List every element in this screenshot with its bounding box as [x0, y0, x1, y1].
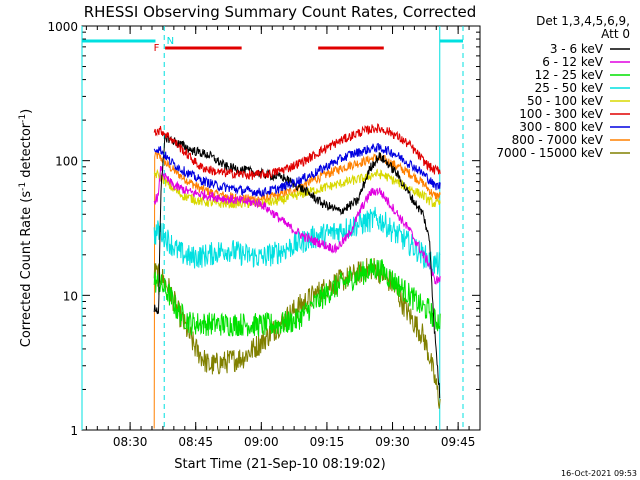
x-tick-label: 09:00	[244, 435, 279, 449]
series-line-7	[153, 142, 441, 198]
series-line-9	[153, 257, 441, 409]
series-line-5	[153, 168, 441, 209]
x-axis-label: Start Time (21-Sep-10 08:19:02)	[174, 457, 385, 472]
x-tick-label: 08:45	[178, 435, 213, 449]
legend-entry-label: 12 - 25 keV	[535, 68, 604, 82]
series-line-6	[153, 123, 441, 180]
y-tick-label: 100	[55, 155, 78, 169]
series-line-1	[153, 133, 441, 399]
x-tick-label: 08:30	[113, 435, 148, 449]
legend-entry-label: 50 - 100 keV	[527, 94, 604, 108]
legend-entry-label: 25 - 50 keV	[535, 81, 604, 95]
flag-f-label: F	[154, 43, 160, 54]
series-line-2	[153, 165, 441, 285]
plot-frame	[81, 25, 481, 431]
legend-entry-label: 6 - 12 keV	[542, 55, 604, 69]
y-tick-label: 10	[63, 289, 78, 303]
legend-entry-label: 800 - 7000 keV	[512, 133, 604, 147]
series-line-4	[153, 206, 441, 275]
x-tick-label: 09:30	[375, 435, 410, 449]
legend-entry-label: 300 - 800 keV	[519, 120, 603, 134]
y-tick-label: 1000	[47, 20, 78, 34]
legend-entry-label: 3 - 6 keV	[550, 42, 604, 56]
x-tick-label: 09:15	[310, 435, 345, 449]
footer-timestamp: 16-Oct-2021 09:53	[561, 469, 637, 478]
x-tick-label: 09:45	[441, 435, 476, 449]
legend-header-line1: Det 1,3,4,5,6,9,	[536, 14, 630, 28]
y-axis-label: Corrected Count Rate (s-1 detector-1)	[18, 109, 34, 347]
series-line-3	[153, 258, 441, 337]
legend-entry-label: 7000 - 15000 keV	[496, 146, 603, 160]
chart-title: RHESSI Observing Summary Count Rates, Co…	[84, 3, 477, 21]
flag-n-label: N	[167, 36, 174, 47]
legend-entry-label: 100 - 300 keV	[519, 107, 603, 121]
legend-header-line2: Att 0	[601, 27, 630, 41]
plot-area: 1 10 100 1000 08:30 08:45 09:00 09:15 09:30 09:45…	[47, 20, 481, 449]
y-tick-label: 1	[70, 424, 78, 438]
